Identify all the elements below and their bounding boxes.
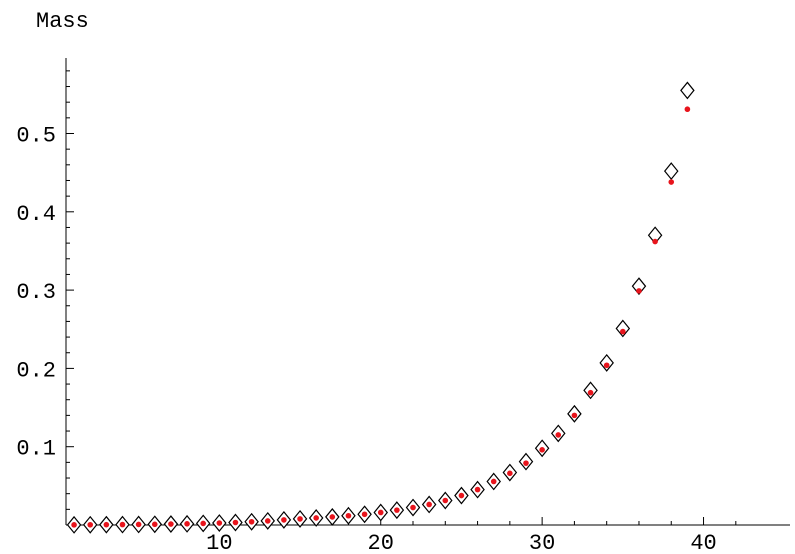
red-dot-point — [151, 521, 158, 528]
red-dot-point — [313, 515, 319, 521]
x-tick-label: 10 — [206, 531, 232, 554]
x-tick-label: 20 — [368, 531, 394, 554]
red-dot-point — [442, 497, 449, 504]
red-dot-point — [539, 447, 545, 453]
y-tick-label: 0.3 — [16, 280, 56, 305]
diamond-point — [680, 81, 695, 100]
red-dot-point — [490, 478, 497, 485]
data-marks — [66, 81, 695, 534]
red-dot-point — [410, 504, 416, 511]
red-dot-point — [297, 516, 303, 522]
diamond-point — [631, 277, 647, 296]
red-dot-point — [507, 470, 513, 477]
y-tick-label: 0.1 — [16, 437, 56, 462]
diamond-point — [615, 319, 631, 338]
red-dot-point — [394, 507, 400, 513]
red-dot-point — [119, 521, 126, 528]
red-dot-point — [184, 521, 190, 527]
red-dot-point — [345, 512, 352, 519]
red-dot-point — [329, 514, 336, 520]
red-dot-point — [200, 520, 206, 527]
red-dot-point — [248, 518, 255, 525]
red-dot-point — [264, 518, 271, 524]
red-dot-point — [232, 519, 239, 526]
red-dot-point — [361, 511, 368, 518]
red-dot-point — [684, 106, 691, 113]
red-dot-point — [377, 509, 384, 516]
x-tick-label: 30 — [529, 531, 555, 554]
diamond-point — [663, 162, 679, 181]
red-dot-point — [523, 460, 529, 466]
red-dot-point — [555, 432, 562, 438]
red-dot-point — [652, 238, 658, 245]
red-dot-point — [71, 522, 77, 528]
red-dot-point — [474, 486, 481, 493]
red-dot-point — [281, 517, 287, 523]
red-dot-point — [571, 412, 578, 419]
y-tick-label: 0.5 — [16, 124, 56, 149]
y-tick-label: 0.2 — [16, 358, 56, 383]
red-dot-point — [103, 521, 110, 528]
red-dot-point — [168, 521, 174, 527]
axes — [65, 58, 790, 526]
red-dot-point — [668, 179, 675, 185]
red-dot-point — [216, 520, 223, 526]
x-ticks: 10 20 30 40 — [89, 517, 737, 554]
red-dot-point — [603, 362, 610, 369]
red-dot-point — [87, 521, 94, 528]
red-dot-point — [135, 521, 142, 528]
x-tick-label: 40 — [690, 531, 716, 554]
red-dot-point — [636, 288, 642, 294]
red-dot-point — [587, 389, 594, 396]
red-dot-point — [620, 328, 626, 335]
y-tick-label: 0.4 — [16, 202, 56, 227]
y-ticks: 0.1 0.2 0.3 0.4 0.5 — [16, 70, 74, 510]
y-axis-title: Mass — [36, 9, 89, 34]
red-dot-point — [458, 492, 465, 499]
red-dot-point — [426, 501, 432, 508]
